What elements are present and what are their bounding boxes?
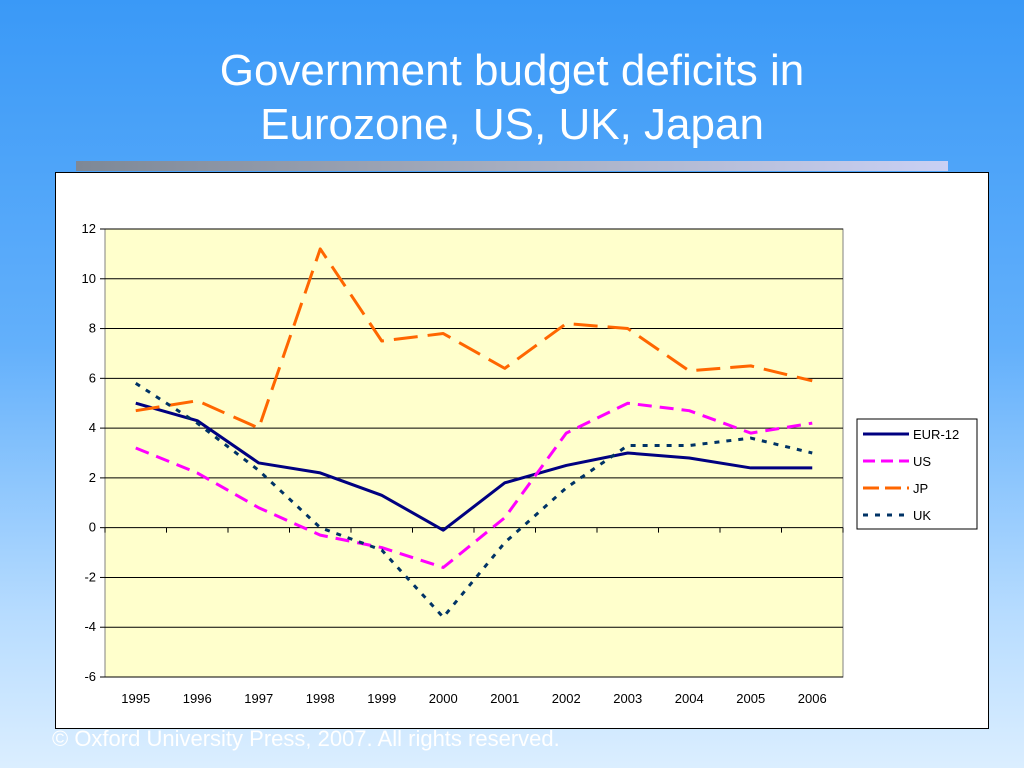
series-line-jp <box>135 247 813 430</box>
y-tick-label: 2 <box>89 470 96 485</box>
x-tick-label: 2003 <box>613 691 642 706</box>
legend-label-eur-12: EUR-12 <box>913 427 959 442</box>
plot-area <box>104 228 844 678</box>
x-tick-label: 2006 <box>798 691 827 706</box>
chart-frame: -6 -4 -2 0 2 4 6 8 10 12 1995 1996 1997 1998 1999 2000… <box>55 172 989 729</box>
legend-label-jp: JP <box>913 481 928 496</box>
slide-title-line-2: Eurozone, US, UK, Japan <box>260 100 764 149</box>
y-tick-label: 10 <box>82 271 96 286</box>
legend-label-uk: UK <box>913 508 931 523</box>
series-line-eur-12 <box>135 401 813 532</box>
y-tick-label: -2 <box>84 569 96 584</box>
gridlines <box>105 228 843 678</box>
line-chart: -6 -4 -2 0 2 4 6 8 10 12 1995 1996 1997 1998 1999 2000… <box>82 221 978 706</box>
x-tick-label: 1999 <box>367 691 396 706</box>
y-tick-label: 12 <box>82 221 96 236</box>
slide-title-line-1: Government budget deficits in <box>219 46 805 95</box>
y-tick-label: 4 <box>89 420 96 435</box>
y-tick-label: -4 <box>84 619 96 634</box>
y-tick-label: 6 <box>89 370 96 385</box>
x-tick-label: 1998 <box>306 691 335 706</box>
series-lines <box>134 247 813 619</box>
title-divider <box>76 161 948 171</box>
x-axis-ticks: 1995 1996 1997 1998 1999 2000 2001 2002 2003 2004… <box>104 527 844 706</box>
x-tick-label: 2005 <box>736 691 765 706</box>
x-tick-label: 2004 <box>675 691 704 706</box>
x-tick-label: 2002 <box>552 691 581 706</box>
y-axis-ticks: -6 -4 -2 0 2 4 6 8 10 12 <box>82 221 105 684</box>
y-tick-label: -6 <box>84 669 96 684</box>
x-tick-label: 1997 <box>244 691 273 706</box>
legend: EUR-12 US JP UK <box>856 418 978 530</box>
x-tick-label: 1996 <box>183 691 212 706</box>
copyright-footer: © Oxford University Press, 2007. All rig… <box>52 726 560 751</box>
x-tick-label: 2001 <box>490 691 519 706</box>
slide-title: Government budget deficits in Eurozone, … <box>0 44 1024 152</box>
y-tick-label: 8 <box>89 321 96 336</box>
legend-box <box>856 418 978 530</box>
x-tick-label: 1995 <box>121 691 150 706</box>
legend-label-us: US <box>913 454 931 469</box>
x-tick-label: 2000 <box>429 691 458 706</box>
y-tick-label: 0 <box>89 520 96 535</box>
